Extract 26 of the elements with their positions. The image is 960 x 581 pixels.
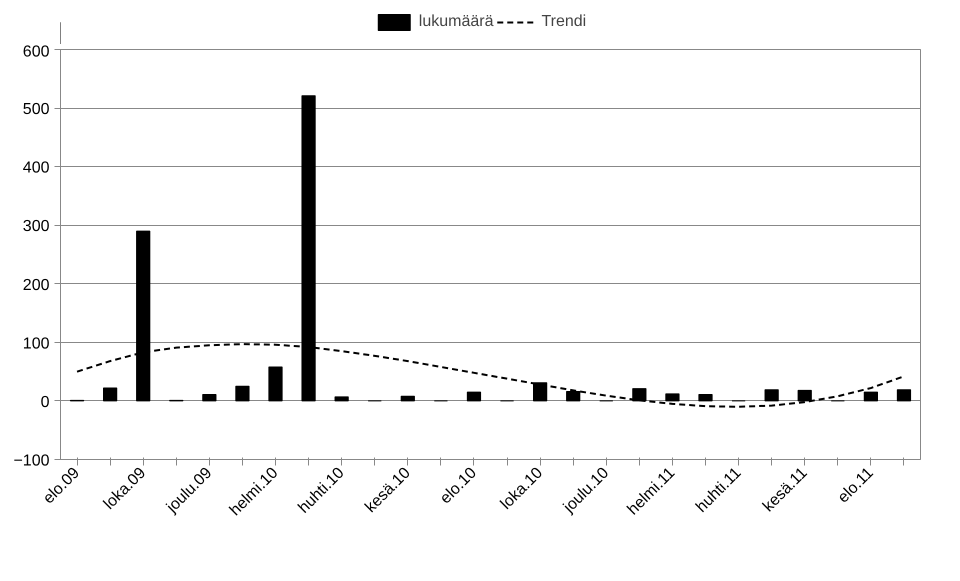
bar [566, 391, 580, 402]
y-tick-label: 0 [40, 394, 50, 411]
bar [103, 388, 118, 402]
legend-label: lukumäärä [418, 13, 494, 31]
bar [466, 392, 482, 402]
bar [632, 388, 646, 402]
bar [896, 389, 912, 402]
y-tick-label: 100 [22, 335, 50, 352]
bar [764, 389, 779, 402]
bar [533, 382, 548, 402]
bar [798, 390, 812, 402]
y-tick-label: −100 [13, 452, 50, 470]
bar [698, 394, 713, 402]
legend-label: Trendi [541, 13, 586, 31]
bar [665, 393, 680, 402]
bar [268, 366, 283, 402]
bar [864, 392, 878, 402]
y-tick-label: 400 [22, 160, 50, 177]
bar [202, 394, 216, 402]
bar [400, 396, 415, 402]
y-tick-label: 300 [22, 218, 50, 236]
y-tick-label: 600 [22, 44, 50, 60]
bar [334, 396, 349, 402]
y-tick-label: 200 [22, 276, 50, 294]
bar [235, 386, 250, 402]
y-tick-label: 500 [22, 101, 50, 118]
